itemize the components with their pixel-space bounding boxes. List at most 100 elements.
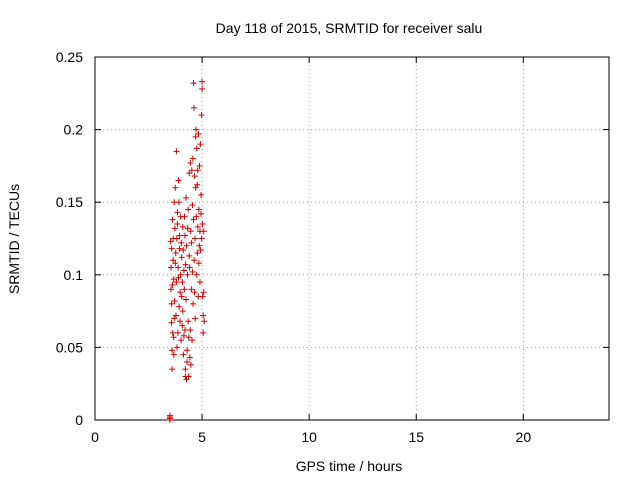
- x-axis-label: GPS time / hours: [296, 458, 403, 474]
- data-point: [169, 329, 176, 336]
- y-tick-label: 0.05: [56, 339, 83, 355]
- data-point: [174, 344, 181, 351]
- data-point: [166, 412, 173, 419]
- data-point: [189, 268, 196, 275]
- data-point: [193, 126, 200, 133]
- data-point: [184, 271, 191, 278]
- data-point: [168, 300, 175, 307]
- data-point: [198, 210, 205, 217]
- data-point: [170, 276, 177, 283]
- data-point: [186, 252, 193, 259]
- data-point: [169, 216, 176, 223]
- data-point: [191, 257, 198, 264]
- data-point: [185, 334, 192, 341]
- data-point: [187, 159, 194, 166]
- data-point: [183, 296, 190, 303]
- data-point: [193, 145, 200, 152]
- data-point: [170, 334, 177, 341]
- data-point: [179, 322, 186, 329]
- x-tick-label: 0: [91, 429, 99, 445]
- data-point: [193, 213, 200, 220]
- data-point: [200, 289, 207, 296]
- data-point: [196, 279, 203, 286]
- y-tick-label: 0.1: [64, 267, 84, 283]
- data-point: [180, 351, 187, 358]
- data-point: [178, 254, 185, 261]
- data-point: [197, 247, 204, 254]
- data-point: [177, 289, 184, 296]
- data-point: [189, 202, 196, 209]
- grid-lines: [95, 57, 609, 420]
- data-point: [180, 332, 187, 339]
- data-point: [194, 223, 201, 230]
- data-point: [193, 271, 200, 278]
- data-point: [174, 220, 181, 227]
- data-point: [188, 167, 195, 174]
- data-point: [179, 308, 186, 315]
- data-point: [194, 181, 201, 188]
- data-point: [192, 133, 199, 140]
- data-point: [176, 245, 183, 252]
- data-point: [172, 184, 179, 191]
- data-point: [181, 326, 188, 333]
- data-point: [194, 167, 201, 174]
- data-point: [173, 279, 180, 286]
- data-point: [173, 235, 180, 242]
- data-point: [180, 247, 187, 254]
- data-point: [198, 235, 205, 242]
- data-point: [175, 264, 182, 271]
- data-point: [195, 260, 202, 267]
- data-point: [179, 279, 186, 286]
- data-point: [171, 297, 178, 304]
- data-point: [197, 141, 204, 148]
- data-point: [199, 85, 206, 92]
- data-point: [182, 261, 189, 268]
- data-point: [190, 300, 197, 307]
- data-point: [189, 337, 196, 344]
- data-point: [176, 232, 183, 239]
- data-point: [169, 366, 176, 373]
- chart-title: Day 118 of 2015, SRMTID for receiver sal…: [216, 20, 483, 36]
- data-point: [200, 329, 207, 336]
- data-point: [190, 216, 197, 223]
- data-point: [184, 225, 191, 232]
- data-point: [175, 177, 182, 184]
- data-point: [195, 130, 202, 137]
- data-point: [178, 337, 185, 344]
- data-point: [177, 271, 184, 278]
- data-point: [187, 361, 194, 368]
- data-point: [196, 162, 203, 169]
- data-point: [186, 354, 193, 361]
- x-tick-label: 10: [301, 429, 317, 445]
- data-point: [200, 228, 207, 235]
- plot-frame: [94, 56, 610, 421]
- data-point: [181, 213, 188, 220]
- data-point: [182, 366, 189, 373]
- data-point: [180, 267, 187, 274]
- data-point: [168, 245, 175, 252]
- data-point: [168, 264, 175, 271]
- data-point: [174, 329, 181, 336]
- data-point: [191, 289, 198, 296]
- data-point: [181, 232, 188, 239]
- data-point: [201, 318, 208, 325]
- data-point: [183, 194, 190, 201]
- data-point: [185, 206, 192, 213]
- data-point: [184, 347, 191, 354]
- data-point: [169, 281, 176, 288]
- data-point: [176, 303, 183, 310]
- data-points: [166, 78, 208, 423]
- data-point: [172, 312, 179, 319]
- data-point: [192, 184, 199, 191]
- data-point: [186, 264, 193, 271]
- data-point: [169, 347, 176, 354]
- data-point: [190, 104, 197, 111]
- data-point: [168, 319, 175, 326]
- y-axis-label: SRMTID / TECUs: [6, 184, 22, 294]
- data-point: [199, 78, 206, 85]
- axis-ticks: 0 5 10 15 20 0 0.05 0.1 0.15 0.2 0.25: [56, 49, 609, 445]
- data-point: [196, 242, 203, 249]
- data-point: [192, 235, 199, 242]
- x-tick-label: 5: [198, 429, 206, 445]
